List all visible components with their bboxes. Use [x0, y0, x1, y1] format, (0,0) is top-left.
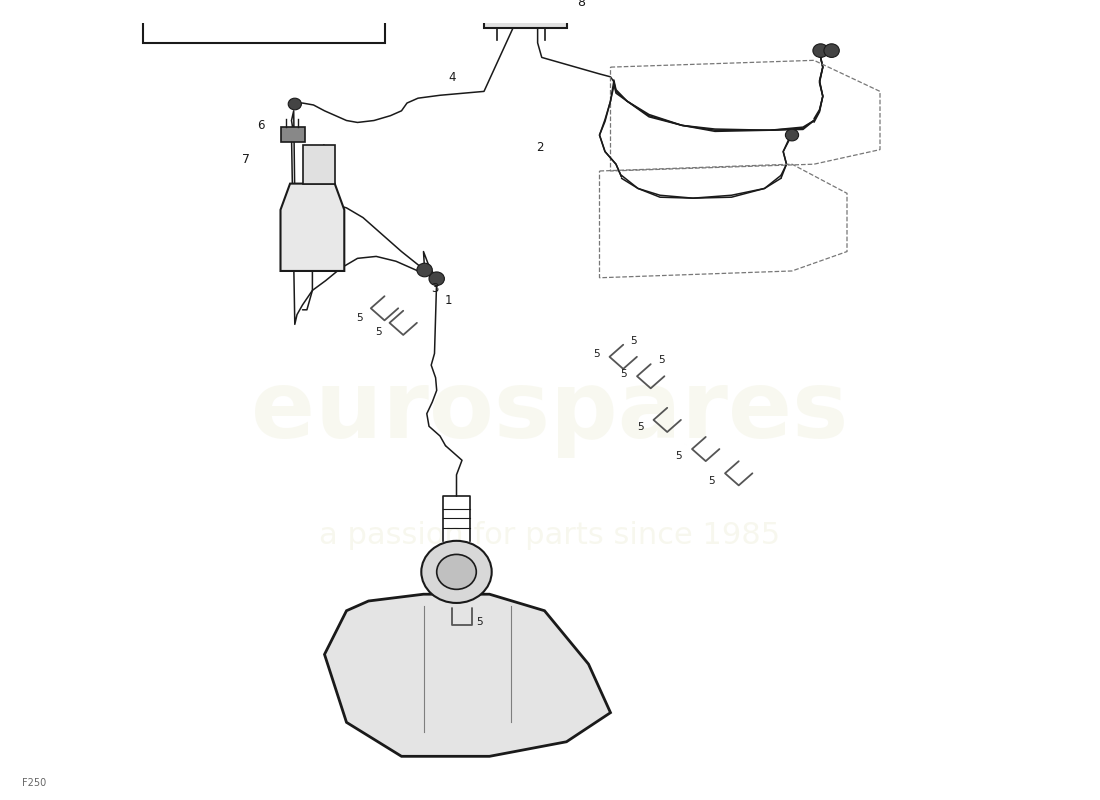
Text: 5: 5 — [630, 336, 637, 346]
Text: 3: 3 — [431, 282, 439, 295]
Polygon shape — [165, 0, 374, 2]
Text: 6: 6 — [257, 119, 265, 132]
Polygon shape — [302, 145, 334, 184]
Text: 5: 5 — [593, 350, 600, 359]
Circle shape — [824, 44, 839, 58]
Text: a passion for parts since 1985: a passion for parts since 1985 — [319, 522, 781, 550]
Bar — [484, 0, 566, 28]
Text: 5: 5 — [658, 355, 664, 366]
Bar — [280, 127, 305, 142]
Polygon shape — [324, 594, 610, 756]
Text: 5: 5 — [637, 422, 644, 432]
Polygon shape — [280, 184, 344, 271]
Ellipse shape — [178, 0, 218, 3]
Text: 5: 5 — [356, 313, 363, 322]
Bar — [143, 0, 385, 43]
Text: 5: 5 — [476, 618, 483, 627]
Text: 5: 5 — [675, 451, 682, 462]
Text: 5: 5 — [708, 476, 715, 486]
Circle shape — [288, 98, 301, 110]
Circle shape — [785, 130, 799, 141]
Circle shape — [429, 272, 444, 286]
Text: 7: 7 — [242, 153, 250, 166]
Circle shape — [437, 554, 476, 590]
Text: 1: 1 — [444, 294, 452, 306]
Text: 8: 8 — [578, 0, 585, 9]
Text: 5: 5 — [620, 369, 627, 379]
Circle shape — [421, 541, 492, 603]
Circle shape — [417, 263, 432, 277]
Text: eurospares: eurospares — [251, 366, 849, 458]
Text: 2: 2 — [536, 141, 543, 154]
Circle shape — [813, 44, 828, 58]
Text: 5: 5 — [375, 327, 382, 337]
Bar — [493, 0, 517, 9]
Text: 4: 4 — [449, 71, 456, 84]
Bar — [526, 0, 550, 9]
Text: F250: F250 — [22, 778, 46, 788]
